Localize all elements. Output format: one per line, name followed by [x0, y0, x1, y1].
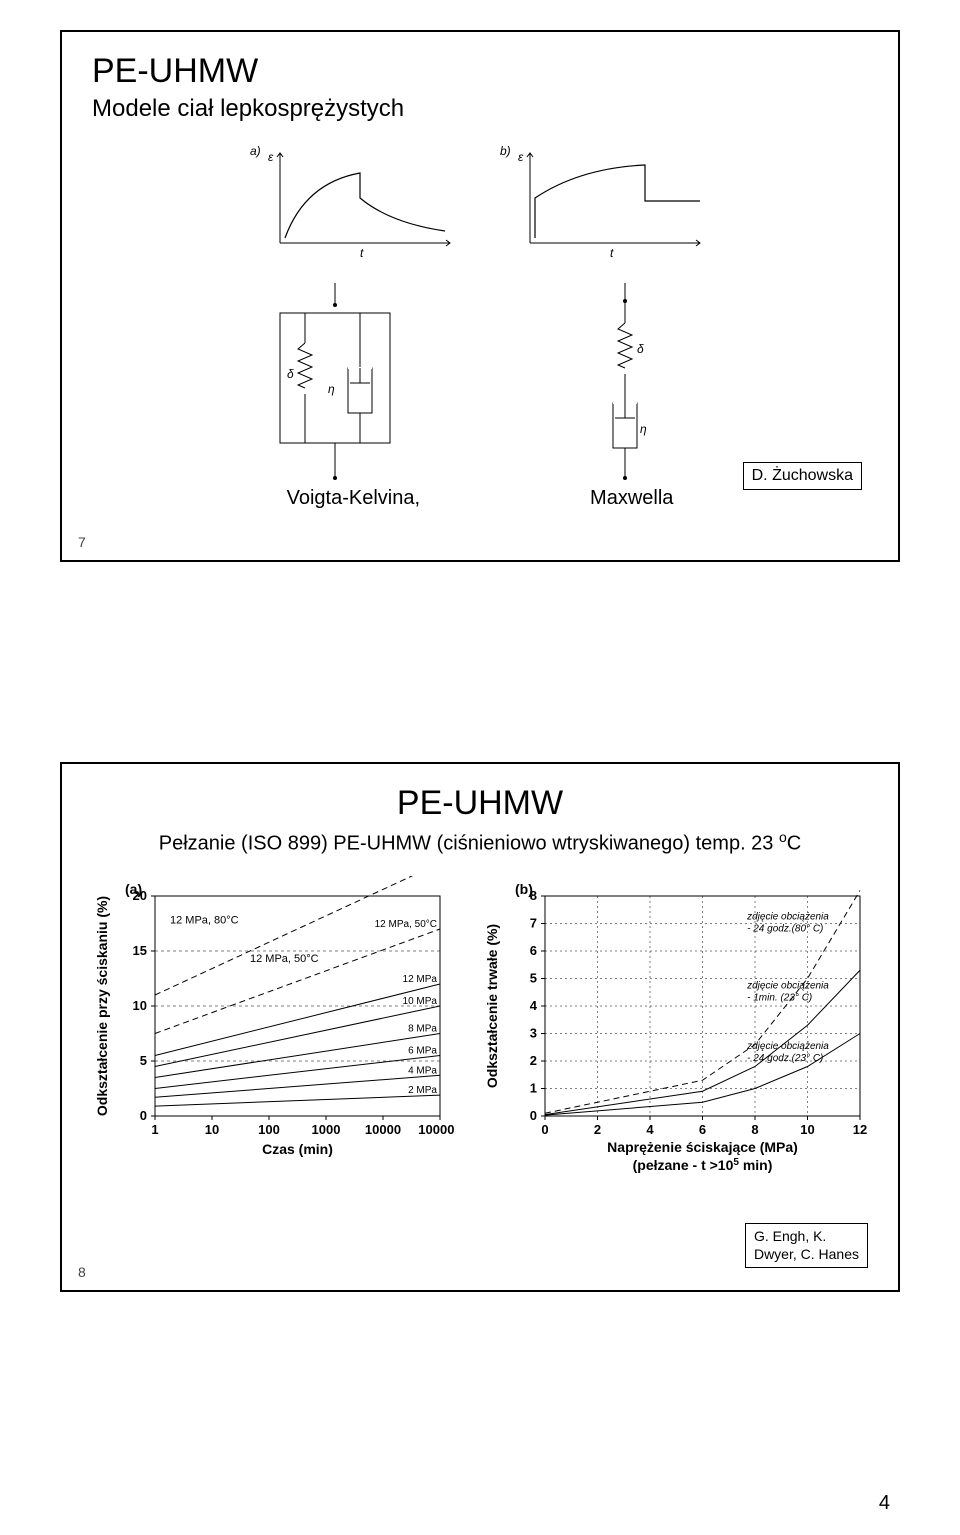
svg-text:zdjęcie obciążenia: zdjęcie obciążenia	[746, 911, 829, 922]
svg-text:Czas (min): Czas (min)	[262, 1141, 333, 1157]
caption-row: Voigta-Kelvina, Maxwella	[92, 487, 868, 510]
slide-1: PE-UHMW Modele ciał lepkosprężystych a) …	[60, 30, 900, 562]
svg-text:zdjęcie obciążenia: zdjęcie obciążenia	[746, 1040, 829, 1051]
maxwell-delta-label: δ	[637, 342, 644, 356]
svg-text:(a): (a)	[125, 881, 142, 897]
creep-title-unit-sup: o	[779, 829, 787, 845]
voigt-eta-label: η	[328, 382, 335, 396]
curve-b-yaxis: ε	[518, 150, 524, 164]
svg-text:12 MPa, 50°C: 12 MPa, 50°C	[250, 953, 319, 965]
creep-title-text: Pełzanie (ISO 899) PE-UHMW (ciśnieniowo …	[159, 833, 779, 855]
caption-voigt: Voigta-Kelvina,	[287, 487, 420, 510]
curve-a-yaxis: ε	[268, 150, 274, 164]
svg-text:8 MPa: 8 MPa	[408, 1023, 437, 1034]
slide2-creep-title: Pełzanie (ISO 899) PE-UHMW (ciśnieniowo …	[92, 829, 868, 856]
slide1-ref-box: D. Żuchowska	[743, 462, 862, 490]
svg-text:15: 15	[133, 943, 147, 958]
slide1-title: PE-UHMW	[92, 52, 868, 91]
svg-text:6: 6	[530, 943, 537, 958]
svg-text:4: 4	[646, 1122, 654, 1137]
svg-text:10: 10	[205, 1122, 219, 1137]
slide1-number: 7	[78, 534, 86, 550]
svg-text:- 24 godz.(80° C): - 24 godz.(80° C)	[747, 923, 823, 934]
svg-text:4 MPa: 4 MPa	[408, 1065, 437, 1076]
svg-text:3: 3	[530, 1025, 537, 1040]
svg-text:Odkształcenie trwałe (%): Odkształcenie trwałe (%)	[484, 924, 500, 1088]
curve-b-xaxis: t	[610, 246, 614, 260]
slide-2: PE-UHMW Pełzanie (ISO 899) PE-UHMW (ciśn…	[60, 762, 900, 1292]
curve-a: a) ε t	[250, 143, 460, 263]
svg-text:12: 12	[853, 1122, 867, 1137]
chart-b: 012345678024681012zdjęcie obciążenia- 24…	[475, 876, 875, 1176]
voigt-delta-label: δ	[287, 367, 294, 381]
slide2-ref-box: G. Engh, K. Dwyer, C. Hanes	[745, 1223, 868, 1268]
svg-text:0: 0	[541, 1122, 548, 1137]
svg-text:Naprężenie ściskające (MPa): Naprężenie ściskające (MPa)	[607, 1139, 798, 1155]
svg-text:0: 0	[140, 1108, 147, 1123]
voigt-kelvin-model: δ η	[265, 283, 405, 483]
svg-text:2 MPa: 2 MPa	[408, 1085, 437, 1096]
svg-text:7: 7	[530, 915, 537, 930]
svg-text:5: 5	[530, 970, 537, 985]
svg-text:12 MPa, 50°C: 12 MPa, 50°C	[375, 919, 437, 930]
svg-text:2: 2	[530, 1053, 537, 1068]
svg-text:1: 1	[530, 1080, 537, 1095]
svg-text:5: 5	[140, 1053, 147, 1068]
svg-text:(pełzane - t >105 min): (pełzane - t >105 min)	[633, 1156, 773, 1173]
caption-maxwell: Maxwella	[590, 487, 673, 510]
curve-a-xaxis: t	[360, 246, 364, 260]
curve-b-label: b)	[500, 144, 511, 158]
svg-text:0: 0	[530, 1108, 537, 1123]
svg-text:4: 4	[530, 998, 538, 1013]
page-number: 4	[0, 1492, 960, 1535]
svg-text:10: 10	[133, 998, 147, 1013]
svg-text:2: 2	[594, 1122, 601, 1137]
curve-row: a) ε t b) ε	[92, 143, 868, 263]
model-row: δ η	[92, 283, 868, 483]
svg-text:1000: 1000	[312, 1122, 341, 1137]
svg-text:1: 1	[151, 1122, 158, 1137]
svg-text:100: 100	[258, 1122, 280, 1137]
svg-text:- 24 godz.(23° C): - 24 godz.(23° C)	[747, 1052, 823, 1063]
svg-text:6 MPa: 6 MPa	[408, 1045, 437, 1056]
slide1-subtitle: Modele ciał lepkosprężystych	[92, 95, 868, 123]
svg-text:12 MPa, 80°C: 12 MPa, 80°C	[170, 914, 239, 926]
svg-text:100000: 100000	[418, 1122, 455, 1137]
svg-text:10: 10	[800, 1122, 814, 1137]
slide2-number: 8	[78, 1264, 86, 1280]
svg-text:Odkształcenie przy ściskaniu (: Odkształcenie przy ściskaniu (%)	[94, 896, 110, 1116]
svg-text:12 MPa: 12 MPa	[403, 974, 438, 985]
maxwell-model: δ η	[555, 283, 695, 483]
curve-a-label: a)	[250, 144, 261, 158]
curve-b: b) ε t	[500, 143, 710, 263]
maxwell-eta-label: η	[640, 422, 647, 436]
chart-row: 0510152011010010001000010000012 MPa, 80°…	[92, 876, 868, 1176]
svg-text:10000: 10000	[365, 1122, 401, 1137]
svg-text:8: 8	[751, 1122, 758, 1137]
creep-title-unit-c: C	[787, 833, 801, 855]
svg-text:- 1min. (23° C): - 1min. (23° C)	[747, 992, 812, 1003]
svg-text:zdjęcie obciążenia: zdjęcie obciążenia	[746, 980, 829, 991]
svg-text:6: 6	[699, 1122, 706, 1137]
svg-text:(b): (b)	[515, 881, 533, 897]
svg-text:10 MPa: 10 MPa	[403, 996, 438, 1007]
slide2-title: PE-UHMW	[92, 784, 868, 823]
chart-a: 0510152011010010001000010000012 MPa, 80°…	[85, 876, 455, 1176]
